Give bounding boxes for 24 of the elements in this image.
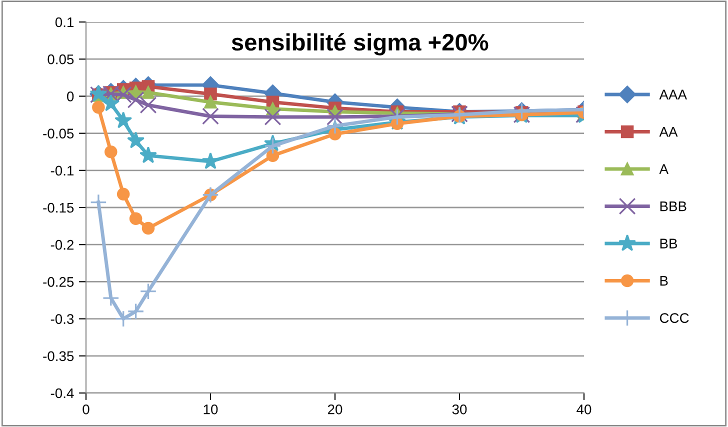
legend-label: A bbox=[659, 164, 668, 174]
y-tick-label: -0.3 bbox=[50, 314, 74, 324]
x-tick-label: 30 bbox=[452, 404, 467, 414]
y-tick-label: -0.15 bbox=[43, 202, 74, 213]
chart-title: sensibilité sigma +20% bbox=[232, 33, 488, 56]
y-tick-label: 0 bbox=[67, 92, 74, 102]
legend-label: B bbox=[660, 276, 668, 286]
legend-label: AA bbox=[659, 127, 678, 137]
y-tick-label: -0.1 bbox=[50, 166, 74, 176]
y-tick-label: 0.1 bbox=[55, 17, 74, 28]
y-tick-label: -0.35 bbox=[43, 351, 74, 362]
legend-label: AAA bbox=[659, 90, 687, 100]
x-tick-label: 40 bbox=[576, 404, 592, 414]
y-tick-label: -0.2 bbox=[50, 240, 74, 250]
x-tick-label: 0 bbox=[82, 404, 90, 414]
legend-label: BBB bbox=[660, 202, 686, 212]
y-tick-label: -0.05 bbox=[43, 128, 74, 138]
y-tick-label: -0.25 bbox=[43, 277, 74, 287]
y-tick-label: 0.05 bbox=[48, 54, 74, 64]
legend-label: CCC bbox=[660, 313, 689, 323]
x-tick-label: 10 bbox=[204, 404, 218, 414]
x-tick-label: 20 bbox=[328, 404, 342, 414]
y-tick-label: -0.4 bbox=[50, 388, 74, 398]
legend-label: BB bbox=[660, 238, 678, 248]
